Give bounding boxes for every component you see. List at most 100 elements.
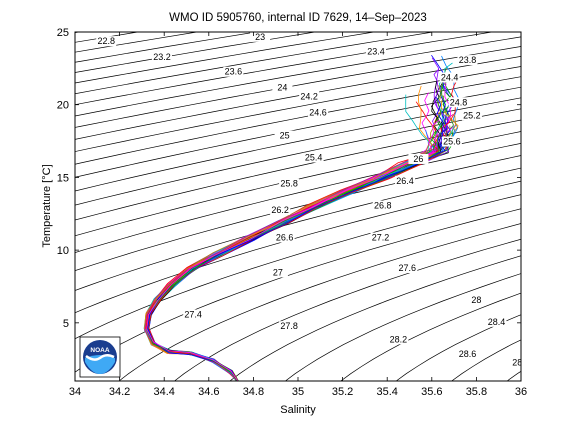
isopycnal-label-bg: [151, 52, 172, 63]
y-tick-label: 20: [57, 100, 69, 112]
isopycnal-label: 27.4: [184, 310, 202, 320]
isopycnal-label-bg: [308, 107, 329, 118]
isopycnal-label-bg: [183, 309, 204, 320]
isopycnal-line: [75, 32, 435, 95]
isopycnal-label: 23.4: [367, 46, 385, 56]
isopycnal-label: 24.8: [450, 97, 468, 107]
x-tick-label: 34.2: [109, 386, 130, 398]
isopycnal-label: 26.2: [271, 205, 289, 215]
isopycnal-label-bg: [267, 267, 288, 278]
isopycnal-label-bg: [279, 178, 300, 189]
isopycnal-line: [75, 155, 521, 272]
x-tick-label: 35: [292, 386, 304, 398]
x-axis-label: Salinity: [280, 404, 316, 416]
isopycnal-contours: [75, 32, 521, 381]
isopycnal-label-bg: [274, 130, 295, 141]
isopycnal-label-bg: [457, 55, 478, 66]
isopycnal-label: 26.6: [276, 232, 294, 242]
isopycnal-label-bg: [457, 348, 478, 359]
isopycnal-label: 24.6: [309, 107, 327, 117]
axis-ticks: 34 34.2 34.4 34.6 34.8 35 35.2 35.4 35.6 35.8 36 5 1…: [57, 27, 527, 398]
isopycnal-line: [75, 32, 494, 106]
isopycnal-line: [75, 56, 521, 140]
isopycnal-label-bg: [299, 91, 320, 102]
x-tick-label: 34.4: [153, 386, 174, 398]
x-tick-label: 34: [69, 386, 81, 398]
isopycnal-label: 25.6: [443, 137, 461, 147]
isopycnal-line: [75, 194, 521, 340]
isopycnal-label: 26.8: [374, 201, 392, 211]
isopycnal-label: 28.4: [488, 317, 506, 327]
isopycnal-label-bg: [441, 136, 462, 147]
isopycnal-label: 27.8: [280, 321, 298, 331]
isopycnal-label-bg: [272, 82, 293, 93]
isopycnal-line: [75, 46, 521, 128]
isopycnal-label: 23: [255, 32, 265, 42]
x-tick-label: 35.8: [466, 386, 487, 398]
isopycnal-label-bg: [486, 316, 507, 327]
isopycnal-label: 26: [413, 154, 423, 164]
isopycnal-line: [75, 36, 521, 117]
y-tick-label: 5: [63, 318, 69, 330]
isopycnal-line: [284, 273, 521, 381]
isopycnal-label-bg: [395, 175, 416, 186]
isopycnal-label-bg: [96, 36, 117, 47]
isopycnal-label: 28: [471, 295, 481, 305]
isopycnal-label: 23.8: [459, 55, 477, 65]
isopycnal-line: [75, 142, 521, 253]
chart-title: WMO ID 5905760, internal ID 7629, 14–Sep…: [169, 12, 427, 24]
isopycnal-label: 27.6: [399, 263, 417, 273]
logo-text: NOAA: [90, 347, 109, 354]
isopycnal-label: 25.8: [280, 179, 298, 189]
profile-line: [146, 119, 440, 381]
logo-bird-icon: [85, 354, 115, 361]
isopycnal-labels: 22.8 23 23.2 23.4 23.6 23.8 24 24.2 24.4 24.6 24.8…: [96, 32, 530, 368]
isopycnal-label-bg: [370, 232, 391, 243]
isopycnal-line: [75, 131, 521, 237]
isopycnal-label: 23.2: [153, 52, 171, 62]
isopycnal-label-bg: [388, 334, 409, 345]
isopycnal-line: [75, 180, 521, 314]
x-tick-label: 34.6: [198, 386, 219, 398]
isopycnal-label: 28.8: [512, 358, 530, 368]
isopycnal-line: [75, 76, 521, 165]
isopycnal-label-bg: [372, 200, 393, 211]
isopycnal-label-bg: [274, 232, 295, 243]
isopycnal-label-bg: [439, 72, 460, 83]
isopycnal-line: [395, 314, 521, 381]
isopycnal-line: [75, 119, 521, 221]
isopycnal-label-bg: [250, 32, 271, 42]
profile-line: [147, 96, 446, 381]
y-tick-label: 10: [57, 245, 69, 257]
isopycnal-line: [118, 223, 521, 381]
profile-lines: [143, 54, 459, 381]
isopycnal-label-bg: [303, 152, 324, 163]
x-tick-label: 35.6: [421, 386, 442, 398]
y-tick-label: 25: [57, 27, 69, 39]
isopycnal-label: 25.4: [305, 153, 323, 163]
isopycnal-line: [229, 255, 521, 381]
isopycnal-label-bg: [397, 263, 418, 274]
x-tick-label: 35.4: [376, 386, 397, 398]
x-tick-label: 36: [515, 386, 527, 398]
y-axis-label: Temperature [°C]: [41, 164, 53, 247]
isopycnal-label: 25.2: [463, 110, 481, 120]
isopycnal-label-bg: [448, 97, 469, 108]
isopycnal-label: 24.2: [300, 91, 318, 101]
isopycnal-label-bg: [511, 357, 521, 368]
isopycnal-label-bg: [461, 110, 482, 121]
x-tick-label: 35.2: [332, 386, 353, 398]
isopycnal-label-bg: [466, 295, 487, 306]
isopycnal-label-bg: [270, 204, 291, 215]
isopycnal-label: 27: [273, 267, 283, 277]
isopycnal-line: [75, 167, 521, 291]
isopycnal-line: [75, 208, 521, 373]
isopycnal-label: 25: [280, 131, 290, 141]
isopycnal-label: 27.2: [372, 232, 390, 242]
isopycnal-label: 28.2: [390, 334, 408, 344]
isopycnal-label: 28.6: [459, 349, 477, 359]
noaa-logo: NOAA: [79, 336, 121, 378]
isopycnal-label: 24: [277, 83, 287, 93]
isopycnal-line: [75, 32, 376, 84]
